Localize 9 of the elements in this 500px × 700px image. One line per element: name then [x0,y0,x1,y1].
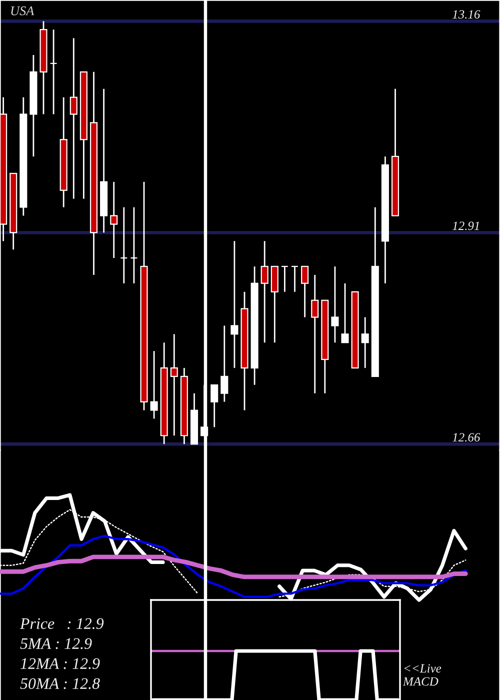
text: 5MA : 12.9 [20,638,92,650]
text: 50MA : 12.8 [20,678,100,690]
text: <<Live MACD [402,664,442,686]
y-tick-label: 12.66 [452,433,480,442]
y-tick-label: 12.91 [452,222,479,230]
chart-title: USA [11,6,34,16]
y-tick-label: 13.16 [452,10,480,19]
text: Price : 12.9 [20,618,104,630]
text: 12MA : 12.9 [20,658,100,670]
